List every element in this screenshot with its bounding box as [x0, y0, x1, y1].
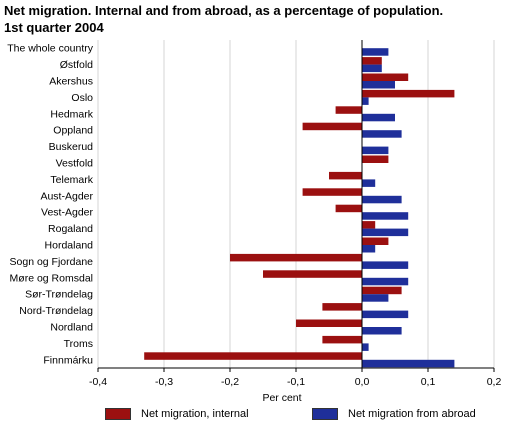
- bar-internal-11: [362, 221, 376, 229]
- category-label-5: Oppland: [53, 125, 93, 137]
- category-label-16: Nord-Trøndelag: [19, 305, 93, 317]
- category-label-8: Telemark: [50, 174, 93, 186]
- category-label-1: Østfold: [60, 59, 93, 71]
- category-label-15: Sør-Trøndelag: [25, 289, 93, 301]
- bar-abroad-5: [362, 130, 402, 138]
- legend-item-abroad: Net migration from abroad: [312, 408, 476, 420]
- category-label-11: Rogaland: [48, 223, 93, 235]
- bar-internal-16: [322, 303, 362, 311]
- chart-title: Net migration. Internal and from abroad,…: [4, 2, 504, 36]
- category-label-19: Finnmárku: [43, 354, 93, 366]
- bar-internal-10: [335, 204, 362, 213]
- category-label-13: Sogn og Fjordane: [10, 256, 94, 268]
- bar-internal-7: [362, 155, 389, 163]
- bar-abroad-17: [362, 327, 402, 335]
- category-label-17: Nordland: [50, 322, 93, 334]
- x-tick-label-1: -0,3: [155, 376, 173, 388]
- bar-abroad-1: [362, 64, 382, 73]
- x-tick-label-6: 0,2: [487, 376, 502, 388]
- category-label-18: Troms: [64, 338, 93, 350]
- category-label-6: Buskerud: [49, 141, 94, 153]
- legend-swatch-internal: [105, 408, 131, 420]
- bar-abroad-18: [362, 343, 369, 351]
- bar-abroad-12: [362, 245, 376, 253]
- category-label-2: Akershus: [49, 76, 93, 88]
- chart-title-line1: Net migration. Internal and from abroad,…: [4, 3, 444, 18]
- x-axis-label: Per cent: [262, 392, 301, 404]
- chart-title-line2: 1st quarter 2004: [4, 20, 104, 35]
- x-tick-label-0: -0,4: [89, 376, 107, 388]
- bar-abroad-16: [362, 310, 409, 319]
- bar-internal-19: [144, 352, 362, 360]
- category-label-10: Vest-Agder: [41, 207, 93, 219]
- bar-internal-18: [322, 335, 362, 344]
- bar-abroad-4: [362, 113, 395, 122]
- bar-abroad-6: [362, 146, 389, 155]
- bar-internal-8: [329, 171, 362, 180]
- bar-internal-14: [263, 270, 362, 278]
- bar-abroad-10: [362, 212, 409, 220]
- bar-abroad-19: [362, 359, 455, 368]
- bar-abroad-14: [362, 277, 409, 286]
- bar-internal-13: [230, 253, 362, 262]
- legend-label-abroad: Net migration from abroad: [348, 408, 476, 420]
- category-label-0: The whole country: [7, 43, 94, 55]
- category-label-4: Hedmark: [50, 108, 93, 120]
- category-label-12: Hordaland: [45, 240, 94, 252]
- bar-abroad-2: [362, 81, 395, 89]
- bar-abroad-13: [362, 261, 409, 269]
- category-label-9: Aust-Agder: [40, 190, 93, 202]
- bar-internal-12: [362, 237, 389, 245]
- bar-abroad-3: [362, 97, 369, 105]
- x-tick-label-4: 0,0: [355, 376, 370, 388]
- bar-internal-4: [335, 106, 362, 114]
- category-label-14: Møre og Romsdal: [10, 272, 93, 284]
- bar-abroad-15: [362, 294, 389, 302]
- x-tick-label-2: -0,2: [221, 376, 239, 388]
- bar-abroad-9: [362, 195, 402, 204]
- legend-item-internal: Net migration, internal: [105, 408, 249, 420]
- bar-internal-2: [362, 73, 409, 81]
- bar-internal-5: [302, 122, 362, 131]
- bar-abroad-8: [362, 179, 376, 187]
- bar-internal-15: [362, 286, 402, 295]
- x-tick-label-5: 0,1: [421, 376, 436, 388]
- x-tick-label-3: -0,1: [287, 376, 305, 388]
- legend-label-internal: Net migration, internal: [141, 408, 249, 420]
- bar-abroad-0: [362, 48, 389, 56]
- bar-abroad-11: [362, 228, 409, 237]
- legend-swatch-abroad: [312, 408, 338, 420]
- bar-internal-9: [302, 188, 362, 196]
- bar-internal-1: [362, 57, 382, 65]
- category-label-3: Oslo: [71, 92, 93, 104]
- category-label-7: Vestfold: [56, 158, 94, 170]
- bar-internal-17: [296, 319, 362, 327]
- bar-internal-3: [362, 89, 455, 98]
